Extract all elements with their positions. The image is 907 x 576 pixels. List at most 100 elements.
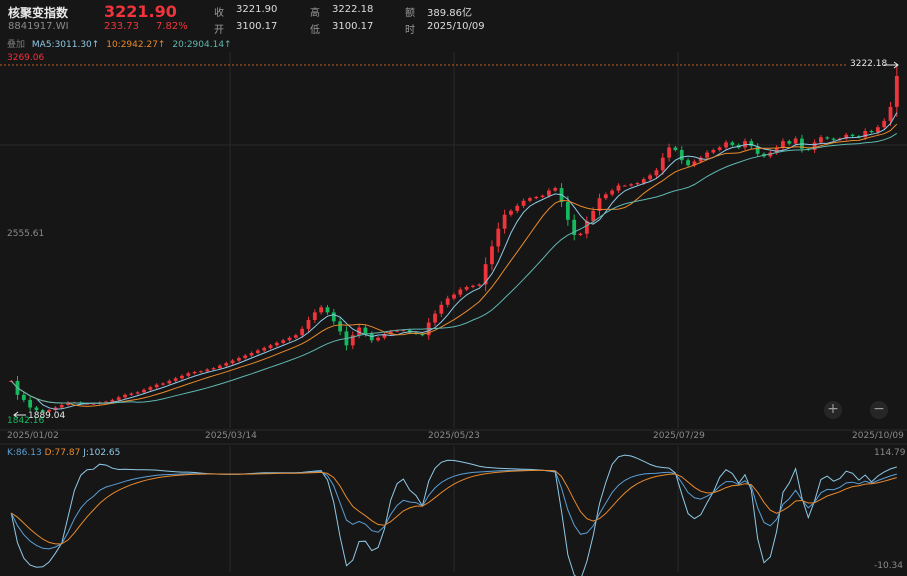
candle-body (553, 188, 558, 191)
candle-body (698, 157, 703, 162)
candle-body (458, 289, 463, 295)
candle-body (850, 134, 855, 137)
candle-body (774, 147, 779, 153)
candle-body (648, 175, 653, 180)
kdj-max-label: 114.79 (874, 448, 906, 458)
kdj-legend: K:86.13 D:77.87 J:102.65 (7, 448, 120, 458)
candle-body (230, 360, 235, 364)
ma10-label: 10:2942.27↑ (106, 40, 166, 50)
candle-body (363, 327, 368, 334)
candle-body (281, 340, 286, 343)
date-label-4: 2025/07/29 (653, 431, 705, 441)
candle-body (21, 394, 26, 400)
candle-body (641, 179, 646, 183)
candle-body (483, 264, 488, 285)
time-label: 时 (405, 25, 415, 36)
candle-body (565, 202, 570, 220)
candle-body (388, 331, 393, 334)
candle-body (490, 246, 494, 265)
candle-body (578, 233, 583, 236)
close-value: 3221.90 (236, 4, 278, 15)
candle-body (350, 335, 355, 346)
candle-body (869, 130, 874, 133)
candle-body (610, 190, 615, 195)
candle-body (186, 373, 191, 376)
candle-body (591, 210, 596, 222)
candle-body (420, 333, 425, 336)
price-change-pct: 7.82% (156, 21, 188, 32)
candle-body (167, 380, 172, 384)
low-label: 低 (310, 25, 320, 36)
candle-body (59, 404, 64, 408)
price-change: 233.73 (104, 21, 139, 32)
candle-body (863, 130, 868, 138)
candle-body (433, 313, 437, 323)
candle-body (502, 214, 507, 229)
time-value: 2025/10/09 (427, 21, 485, 32)
ma20-label: 20:2904.14↑ (172, 40, 232, 50)
candle-body (376, 337, 380, 341)
candle-body (34, 407, 39, 411)
candle-body (135, 392, 140, 394)
candle-body (180, 375, 184, 379)
candle-body (603, 194, 608, 199)
candle-body (509, 210, 513, 215)
candle-body (439, 304, 444, 314)
ma5-line (10, 112, 898, 410)
kdj-k-label: K:86.13 (7, 448, 42, 458)
ma20-line (10, 132, 898, 404)
open-value: 3100.17 (236, 21, 278, 32)
candle-body (856, 136, 861, 138)
candle-body (173, 378, 178, 381)
date-label-3: 2025/05/23 (428, 431, 480, 441)
candle-body (730, 142, 735, 145)
candle-body (781, 141, 785, 148)
candle-body (224, 363, 229, 366)
candle-body (660, 157, 665, 171)
amount-label: 额 (405, 8, 415, 19)
candle-body (148, 387, 153, 390)
kdj-min-label: -10.34 (874, 561, 904, 571)
candle-body (521, 200, 526, 206)
candle-body (705, 152, 709, 158)
candle-body (268, 345, 273, 348)
candle-body (218, 365, 222, 369)
ma-legend: 叠加 MA5:3011.30↑ 10:2942.27↑ 20:2904.14↑ (7, 37, 236, 50)
candle-body (205, 369, 210, 372)
candle-body (306, 319, 311, 329)
candle-body (477, 284, 482, 286)
ma10-line (10, 123, 898, 407)
candle-body (515, 205, 520, 211)
candle-body (192, 372, 197, 374)
candle-body (831, 138, 836, 140)
candle-body (616, 185, 621, 191)
candle-body (161, 383, 165, 385)
candle-body (357, 327, 362, 336)
candle-body (47, 410, 52, 412)
overlay-toggle[interactable]: 叠加 (7, 40, 26, 50)
candle-body (692, 161, 697, 166)
candle-body (28, 399, 33, 408)
candle-body (445, 298, 450, 305)
high-label: 高 (310, 8, 320, 19)
candle-body (110, 399, 115, 402)
candle-body (654, 170, 659, 176)
candle-body (755, 146, 760, 154)
zoom-in-button[interactable]: + (824, 401, 842, 419)
candle-body (882, 120, 887, 128)
candle-body (395, 330, 399, 332)
candle-body (369, 333, 374, 341)
candle-body (686, 160, 690, 166)
candle-body (622, 185, 627, 187)
candle-body (635, 182, 640, 185)
open-label: 开 (214, 25, 224, 36)
amount-value: 389.86亿 (427, 8, 472, 19)
candle-body (116, 397, 121, 400)
candle-body (199, 371, 203, 373)
candle-body (237, 358, 241, 361)
candle-body (338, 321, 343, 332)
zoom-out-button[interactable]: − (870, 401, 888, 419)
candle-body (331, 312, 336, 322)
candle-body (572, 219, 577, 236)
